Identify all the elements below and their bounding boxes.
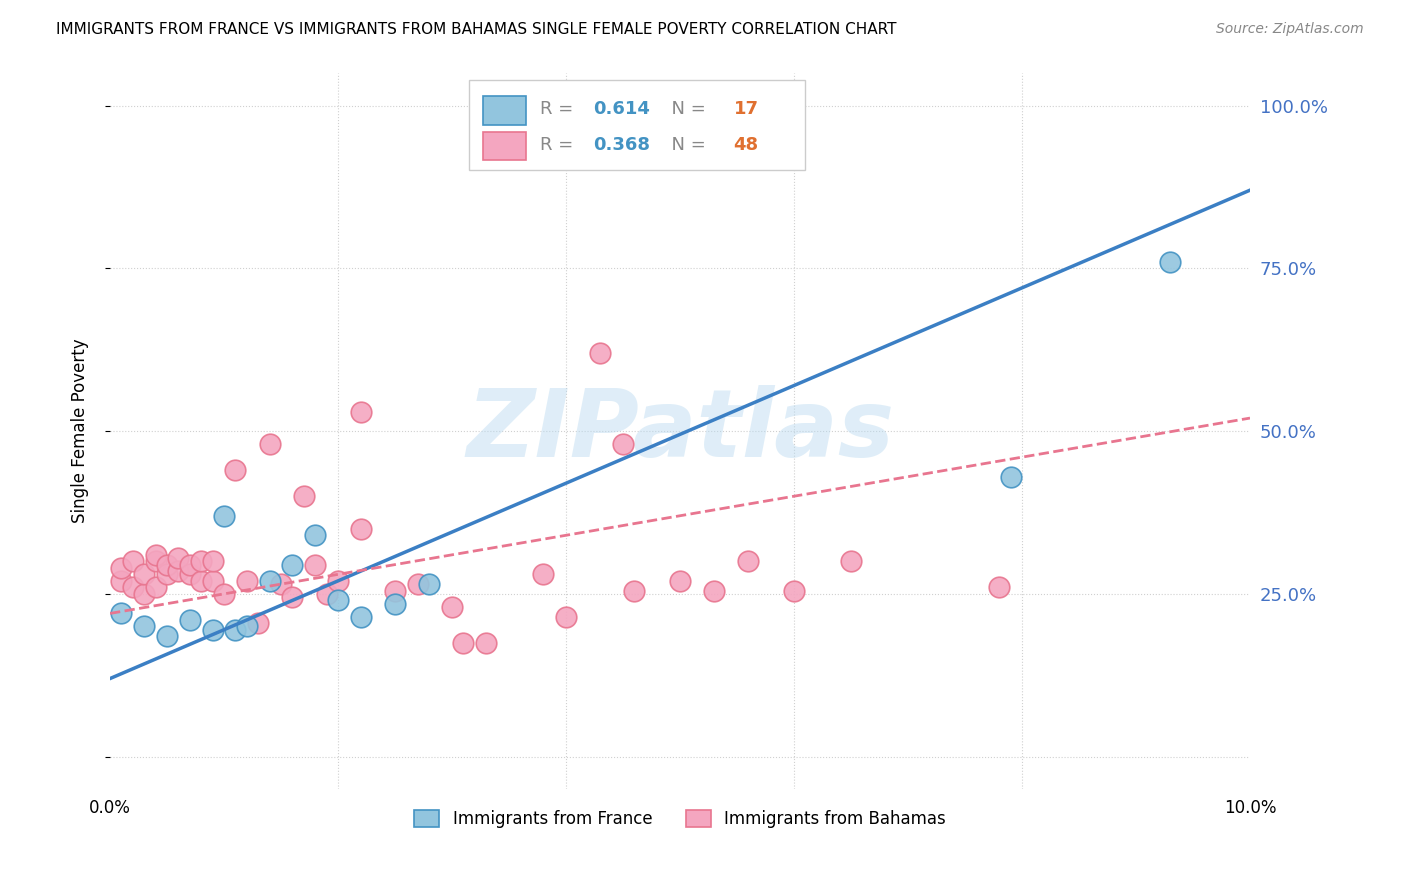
Point <box>350 522 373 536</box>
Point <box>110 607 132 621</box>
Text: Source: ZipAtlas.com: Source: ZipAtlas.com <box>1216 22 1364 37</box>
Text: IMMIGRANTS FROM FRANCE VS IMMIGRANTS FROM BAHAMAS SINGLE FEMALE POVERTY CORRELAT: IMMIGRANTS FROM FRANCE VS IMMIGRANTS FRO… <box>56 22 897 37</box>
Point <box>1159 255 1181 269</box>
Point <box>145 554 167 568</box>
Point <box>281 558 304 572</box>
Point <box>259 574 281 588</box>
Point <box>281 590 304 604</box>
Point <box>589 346 612 360</box>
Point <box>270 577 292 591</box>
Point <box>122 580 145 594</box>
Point <box>304 528 326 542</box>
Point <box>156 567 179 582</box>
Point <box>122 554 145 568</box>
Point <box>224 463 246 477</box>
Text: ZIPatlas: ZIPatlas <box>465 385 894 477</box>
Bar <box>482 132 526 161</box>
Point <box>1000 469 1022 483</box>
Point <box>212 508 235 523</box>
Text: R =: R = <box>540 100 579 118</box>
Point <box>350 609 373 624</box>
Point <box>555 609 578 624</box>
Point <box>292 489 315 503</box>
Point <box>612 437 634 451</box>
Text: 0.614: 0.614 <box>593 100 651 118</box>
Point <box>406 577 429 591</box>
Point <box>179 567 201 582</box>
Point <box>190 574 212 588</box>
Point <box>259 437 281 451</box>
Point <box>384 597 406 611</box>
Point <box>145 580 167 594</box>
Point <box>737 554 759 568</box>
Text: 48: 48 <box>734 136 759 153</box>
Point <box>134 567 156 582</box>
Point <box>326 574 349 588</box>
Point <box>475 636 498 650</box>
Point <box>145 548 167 562</box>
Point <box>167 551 190 566</box>
Point <box>156 558 179 572</box>
Point <box>190 554 212 568</box>
Text: N =: N = <box>659 136 711 153</box>
Point <box>156 629 179 643</box>
Point <box>783 583 806 598</box>
Point <box>236 619 259 633</box>
Text: N =: N = <box>659 100 711 118</box>
Point <box>179 613 201 627</box>
Point <box>384 583 406 598</box>
Point <box>201 623 224 637</box>
Point <box>839 554 862 568</box>
Point <box>326 593 349 607</box>
Point <box>623 583 645 598</box>
Point <box>179 558 201 572</box>
Point <box>247 616 270 631</box>
Point <box>134 587 156 601</box>
Point <box>669 574 692 588</box>
Point <box>315 587 337 601</box>
Bar <box>482 96 526 125</box>
Text: R =: R = <box>540 136 579 153</box>
Point <box>167 564 190 578</box>
Text: 17: 17 <box>734 100 759 118</box>
Point <box>441 599 464 614</box>
Point <box>304 558 326 572</box>
Point <box>418 577 440 591</box>
Point <box>201 574 224 588</box>
Point <box>134 619 156 633</box>
Point <box>236 574 259 588</box>
Point <box>212 587 235 601</box>
Point <box>703 583 725 598</box>
Point <box>110 574 132 588</box>
Point <box>224 623 246 637</box>
Point <box>988 580 1011 594</box>
Point <box>110 561 132 575</box>
Text: 0.368: 0.368 <box>593 136 651 153</box>
FancyBboxPatch shape <box>470 80 806 169</box>
Y-axis label: Single Female Poverty: Single Female Poverty <box>72 339 89 524</box>
Legend: Immigrants from France, Immigrants from Bahamas: Immigrants from France, Immigrants from … <box>408 803 952 835</box>
Point <box>453 636 475 650</box>
Point <box>531 567 554 582</box>
Point <box>201 554 224 568</box>
Point <box>350 404 373 418</box>
